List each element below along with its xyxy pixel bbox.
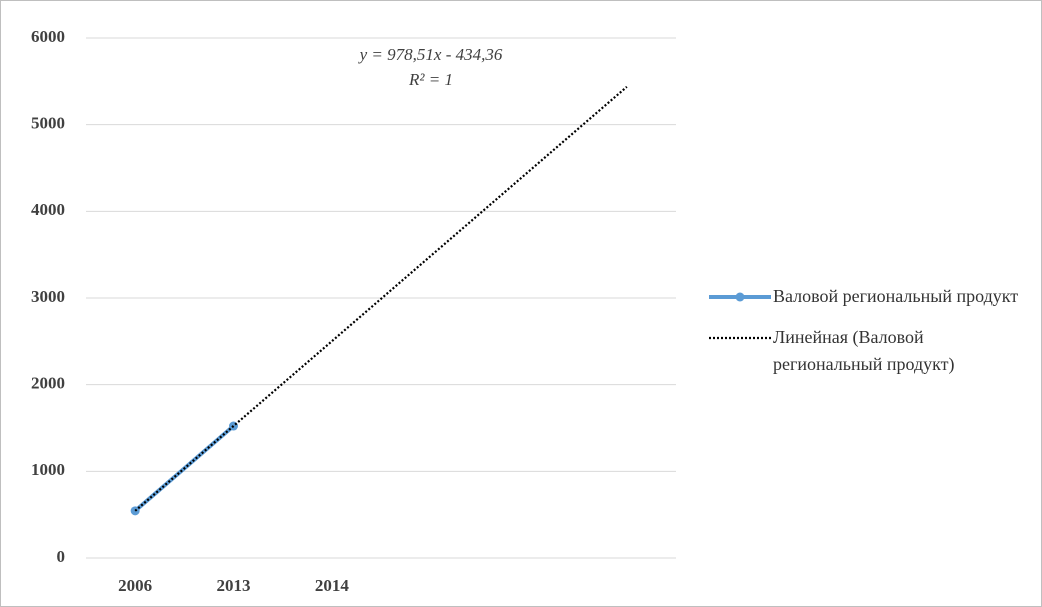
trendline xyxy=(134,85,628,512)
y-tick-label: 2000 xyxy=(31,374,65,393)
legend-marker xyxy=(735,292,745,302)
legend-item: Валовой региональный продукт xyxy=(707,283,1037,310)
y-tick-label: 1000 xyxy=(31,460,65,479)
y-tick-label: 5000 xyxy=(31,114,65,133)
annotation: R² = 1 xyxy=(408,70,453,89)
y-tick-label: 3000 xyxy=(31,287,65,306)
y-tick-label: 0 xyxy=(57,547,66,566)
legend: Валовой региональный продукт Линейная (Ва… xyxy=(707,283,1037,392)
legend-label: Линейная (Валовой региональный продукт) xyxy=(773,327,955,374)
x-tick-label: 2006 xyxy=(118,576,152,595)
y-tick-label: 6000 xyxy=(31,27,65,46)
legend-item: Линейная (Валовой региональный продукт) xyxy=(707,324,1037,378)
x-tick-label: 2013 xyxy=(217,576,251,595)
legend-swatch xyxy=(709,336,771,340)
y-tick-label: 4000 xyxy=(31,200,65,219)
plot: 0 1000 2000 3000 4000 5000 6000 2006 2013 2014 y =… xyxy=(31,27,676,595)
legend-swatch xyxy=(709,292,771,302)
annotation: y = 978,51x - 434,36 xyxy=(358,45,503,64)
legend-label: Валовой региональный продукт xyxy=(773,286,1019,306)
x-tick-label: 2014 xyxy=(315,576,350,595)
